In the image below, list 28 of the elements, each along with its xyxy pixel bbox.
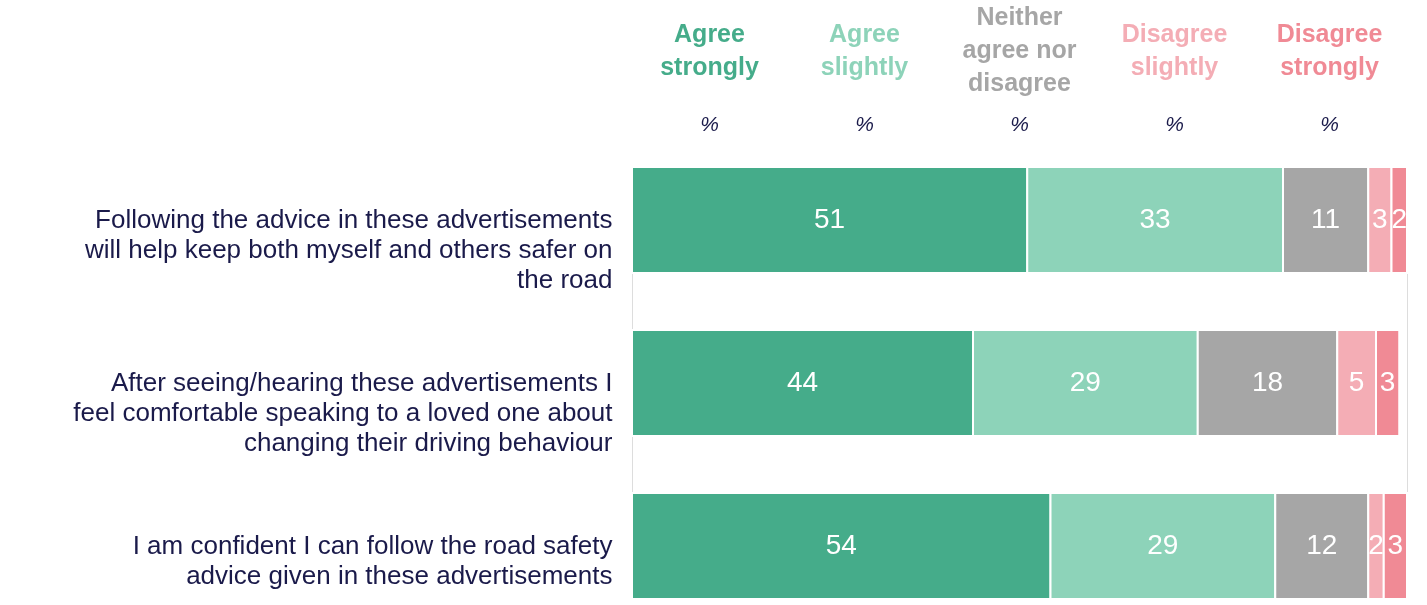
text: Neither agree nor disagree <box>962 2 1077 96</box>
text: % <box>1010 112 1029 135</box>
data-label: 3 <box>1372 202 1388 234</box>
data-label: 2 <box>1368 529 1384 561</box>
text: % <box>1320 112 1339 135</box>
text: % <box>700 112 719 135</box>
data-label: 11 <box>1311 202 1341 234</box>
data-label: 12 <box>1306 529 1338 561</box>
text: Disagree slightly <box>1121 18 1228 80</box>
text: Disagree strongly <box>1276 18 1383 80</box>
data-label: 54 <box>825 529 857 561</box>
text: % <box>1165 112 1184 135</box>
text: Agree strongly <box>660 18 759 80</box>
data-label: 2 <box>1391 202 1408 234</box>
data-label: 33 <box>1139 202 1171 234</box>
data-label: 5 <box>1348 366 1365 397</box>
y-tick-label: Following the advice in these advertisements will help keep both myself and others safer on the road <box>83 203 613 294</box>
data-label: 44 <box>786 366 819 397</box>
y-tick-label: I am confident I can follow the road safety advice given in these advertisements <box>132 530 613 591</box>
data-label: 3 <box>1387 529 1404 561</box>
data-label: 18 <box>1251 366 1284 397</box>
y-tick-label: After seeing/hearing these advertisements I feel comfortable speaking to a loved one about changing their driving behaviour <box>73 367 614 457</box>
text: Agree slightly <box>820 18 909 80</box>
data-label: 29 <box>1069 366 1101 397</box>
data-label: 51 <box>814 202 846 234</box>
text: % <box>855 112 874 135</box>
data-label: 29 <box>1147 529 1179 561</box>
data-label: 3 <box>1379 366 1396 397</box>
